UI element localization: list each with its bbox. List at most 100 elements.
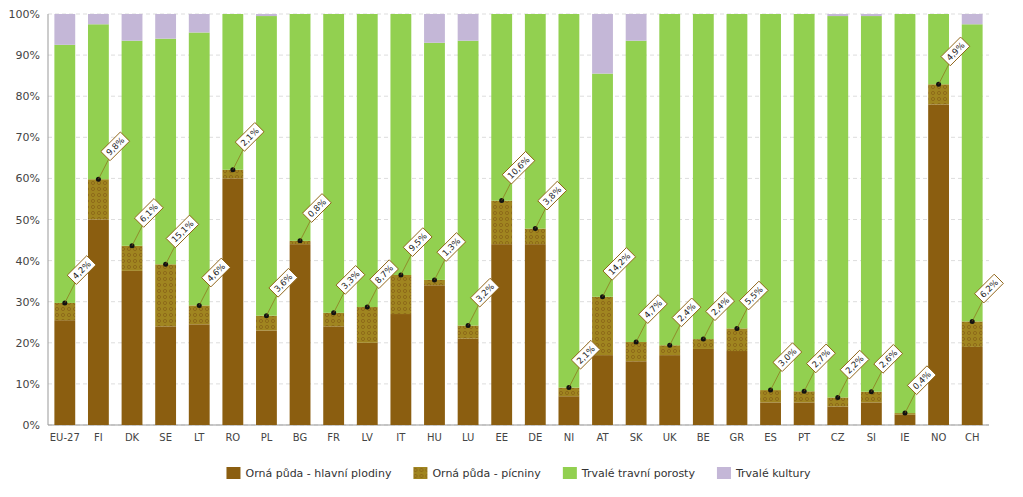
bar-segment (727, 14, 748, 328)
data-label-group: 2,1% (235, 123, 264, 152)
bar-segment (592, 355, 613, 425)
x-tick-label: SI (867, 432, 876, 443)
y-tick-label: 10% (16, 378, 40, 391)
bar-segment (760, 14, 781, 15)
data-label-box (975, 274, 1004, 303)
bar-segment (122, 271, 143, 425)
x-tick-label: DK (125, 432, 140, 443)
data-label-box (874, 344, 903, 373)
bar-segment (491, 244, 512, 425)
data-label-box (807, 344, 836, 373)
bar-segment (659, 14, 680, 15)
data-label-box (639, 295, 668, 324)
data-label-box (166, 215, 199, 248)
data-label-box (538, 181, 567, 210)
x-tick-label: EU-27 (50, 432, 80, 443)
bar-segment (290, 14, 311, 241)
bar-segment (861, 14, 882, 16)
data-label: 4,9% (944, 40, 966, 62)
data-label: 2,1% (575, 344, 597, 366)
bar-segment (760, 402, 781, 425)
legend-item: Trvalé travní porosty (563, 467, 696, 480)
series (54, 14, 982, 74)
data-label-box (840, 350, 869, 379)
bar-segment (928, 84, 949, 104)
data-label-group: 15,1% (166, 215, 199, 248)
x-tick-label: DE (528, 432, 542, 443)
data-label: 6,2% (978, 277, 1000, 299)
bar-segment (155, 264, 176, 326)
x-tick-label: CZ (831, 432, 845, 443)
data-label-box (235, 123, 264, 152)
data-label-box (773, 343, 802, 372)
bar-segment (222, 178, 243, 425)
data-label: 4,6% (205, 261, 227, 283)
data-label: 3,6% (272, 272, 294, 294)
data-label-group: 14,2% (603, 248, 636, 281)
data-label: 14,2% (606, 251, 632, 277)
data-label-group: 3,8% (538, 181, 567, 210)
data-label: 2,4% (675, 301, 697, 323)
bar-segment (794, 14, 815, 15)
data-label-group: 4,6% (202, 258, 231, 287)
data-label-box (101, 132, 130, 161)
bar-segment (323, 14, 344, 313)
data-label-box (571, 340, 600, 369)
bars (54, 14, 982, 425)
x-tick-label: ES (764, 432, 777, 443)
x-tick-label: IE (900, 432, 909, 443)
bar-segment (626, 41, 647, 342)
bar-segment (357, 14, 378, 15)
y-tick-label: 30% (16, 296, 40, 309)
data-label-group: 10,6% (502, 151, 535, 184)
legend-swatch (563, 467, 577, 479)
bar-segment (626, 361, 647, 425)
bar-segment (827, 407, 848, 425)
data-label-box (603, 248, 636, 281)
y-axis-line (48, 14, 49, 425)
data-label: 4,2% (70, 259, 92, 281)
data-label-box (302, 194, 331, 223)
bar-segment (727, 14, 748, 15)
data-label: 3,0% (776, 346, 798, 368)
bar-segment (222, 14, 243, 15)
y-axis: 0%10%20%30%40%50%60%70%80%90%100% (9, 8, 989, 432)
bar-segment (895, 415, 916, 425)
data-label-group: 0,4% (907, 366, 936, 395)
legend-item: Orná půda - pícniny (413, 467, 541, 480)
x-tick-label: PL (261, 432, 273, 443)
legend-label: Orná půda - pícniny (432, 467, 541, 480)
legend-label: Trvalé travní porosty (581, 467, 696, 480)
bar-segment (390, 275, 411, 314)
data-label-group: 2,2% (840, 350, 869, 379)
bar-segment (827, 16, 848, 397)
bar-segment (88, 179, 109, 219)
data-label: 6,1% (138, 202, 160, 224)
bar-segment (760, 14, 781, 390)
bar-segment (962, 347, 983, 425)
data-label-group: 2,4% (672, 298, 701, 327)
bar-segment (458, 14, 479, 41)
bar-segment (323, 326, 344, 425)
legend: Orná půda - hlavní plodinyOrná půda - pí… (226, 467, 811, 480)
series (54, 14, 982, 413)
data-label-group: 2,4% (706, 292, 735, 321)
x-tick-label: FR (327, 432, 340, 443)
bar-segment (558, 396, 579, 425)
bar-segment (458, 339, 479, 425)
bar-segment (357, 14, 378, 307)
y-tick-label: 50% (16, 214, 40, 227)
data-label-group: 2,6% (874, 344, 903, 373)
bar-segment (88, 220, 109, 426)
x-tick-label: GR (730, 432, 745, 443)
bar-segment (189, 305, 210, 324)
x-tick-label: AT (596, 432, 609, 443)
bar-segment (290, 14, 311, 15)
bar-segment (558, 14, 579, 388)
bar-segment (659, 355, 680, 425)
bar-segment (189, 14, 210, 32)
bar-segment (525, 14, 546, 15)
bar-segment (390, 14, 411, 275)
bar-segment (357, 307, 378, 343)
data-label: 8,7% (373, 263, 395, 285)
